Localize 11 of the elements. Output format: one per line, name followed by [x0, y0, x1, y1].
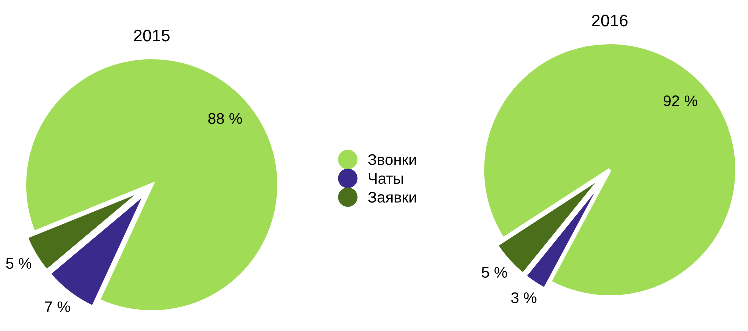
data-label: 88 %: [208, 113, 242, 124]
data-label: 5 %: [482, 267, 508, 278]
data-label: 7 %: [45, 302, 70, 312]
data-label: 92 %: [664, 96, 698, 106]
data-label: 5 %: [6, 258, 32, 270]
data-label: 3 %: [511, 292, 537, 304]
chart-title: 2015: [134, 30, 170, 42]
legend-label: Звонки: [368, 154, 416, 166]
chart-title: 2016: [592, 14, 628, 27]
legend-label: Чаты: [369, 173, 404, 184]
legend-label: Заявки: [368, 192, 416, 203]
